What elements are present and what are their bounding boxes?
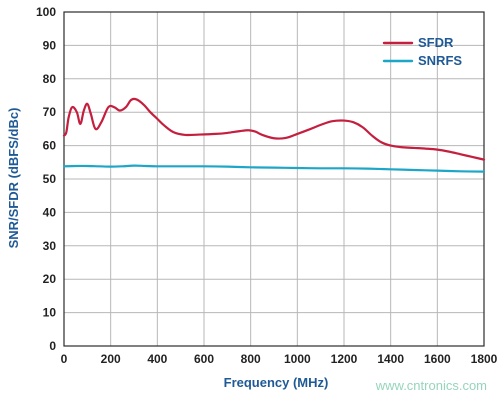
x-tick-label-4: 800 <box>241 352 261 366</box>
x-tick-label-1: 200 <box>101 352 121 366</box>
x-tick-label-0: 0 <box>61 352 68 366</box>
y-tick-label-3: 30 <box>43 239 57 253</box>
y-tick-label-10: 100 <box>36 5 56 19</box>
plot-frame <box>63 11 485 347</box>
series-line-snrfs <box>62 164 486 173</box>
x-axis-title: Frequency (MHz) <box>224 375 329 390</box>
x-tick-label-8: 1600 <box>424 352 451 366</box>
y-tick-label-4: 40 <box>43 205 57 219</box>
y-tick-label-2: 20 <box>43 272 57 286</box>
y-tick-label-1: 10 <box>43 306 57 320</box>
y-tick-label-5: 50 <box>43 172 57 186</box>
watermark-text: www.cntronics.com <box>375 378 487 393</box>
x-tick-label-3: 600 <box>194 352 214 366</box>
y-tick-label-9: 90 <box>43 38 57 52</box>
legend: SFDR SNRFS <box>382 35 462 68</box>
legend-label-snrfs: SNRFS <box>418 53 462 68</box>
series-layer <box>62 97 486 173</box>
legend-label-sfdr: SFDR <box>418 35 454 50</box>
x-tick-label-6: 1200 <box>331 352 358 366</box>
y-tick-label-6: 60 <box>43 139 57 153</box>
series-line-sfdr <box>62 97 486 161</box>
y-tick-label-7: 70 <box>43 105 57 119</box>
x-tick-label-2: 400 <box>147 352 167 366</box>
x-tick-label-5: 1000 <box>284 352 311 366</box>
y-tick-label-8: 80 <box>43 72 57 86</box>
y-tick-label-0: 0 <box>49 339 56 353</box>
x-tick-label-9: 1800 <box>471 352 498 366</box>
y-axis-title: SNR/SFDR (dBFS/dBc) <box>6 108 21 249</box>
x-tick-label-7: 1400 <box>377 352 404 366</box>
